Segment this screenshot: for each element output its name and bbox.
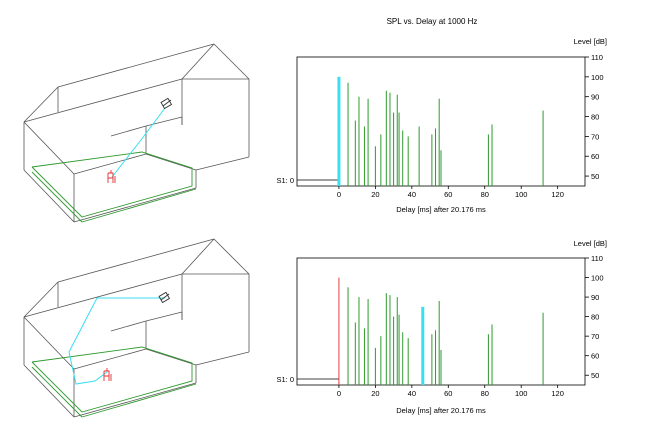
x-axis-label: Delay [ms] after 20.176 ms — [396, 205, 486, 214]
x-tick-label: 120 — [551, 389, 564, 398]
y-axis-label: Level [dB] — [574, 239, 607, 248]
chart-title: SPL vs. Delay at 1000 Hz — [387, 17, 478, 26]
y-tick-label: 50 — [591, 172, 599, 181]
y-tick-label: 60 — [591, 352, 599, 361]
x-axis-label: Delay [ms] after 20.176 ms — [396, 406, 486, 415]
baseline-label: S1: 0 — [276, 176, 294, 185]
spl-delay-chart-2: S1: 0 0 20 40 60 80 100 120 50 60 70 80 90 100 110 Leve… — [276, 239, 607, 415]
x-tick-label: 40 — [408, 389, 416, 398]
y-tick-label: 60 — [591, 152, 599, 161]
x-tick-label: 60 — [444, 389, 452, 398]
y-tick-label: 70 — [591, 332, 599, 341]
highlighted-ray-bar — [421, 306, 425, 385]
y-tick-label: 110 — [591, 254, 603, 263]
highlighted-ray-bar — [337, 76, 341, 186]
ray-path-2 — [68, 297, 165, 385]
ray-path-1 — [111, 107, 166, 178]
listener-icon-1 — [107, 170, 116, 183]
x-tick-label: 20 — [371, 190, 379, 199]
y-tick-label: 90 — [591, 93, 599, 102]
source-icon-1 — [160, 97, 173, 110]
x-tick-label: 100 — [515, 190, 528, 199]
y-tick-label: 100 — [591, 73, 604, 82]
x-tick-label: 60 — [444, 190, 452, 199]
x-tick-label: 80 — [481, 190, 489, 199]
x-tick-label: 40 — [408, 190, 416, 199]
y-tick-label: 100 — [591, 274, 604, 283]
room-floor-1 — [31, 151, 197, 223]
x-tick-label: 20 — [371, 389, 379, 398]
x-tick-label: 0 — [337, 190, 341, 199]
room-model-2 — [23, 238, 250, 418]
listener-icon-2 — [103, 368, 112, 381]
source-icon-2 — [158, 291, 171, 304]
x-tick-label: 120 — [551, 190, 564, 199]
y-axis-label: Level [dB] — [574, 37, 607, 46]
y-tick-label: 80 — [591, 113, 599, 122]
y-tick-label: 110 — [591, 53, 603, 62]
y-tick-label: 90 — [591, 293, 599, 302]
baseline-label: S1: 0 — [276, 375, 294, 384]
y-tick-label: 80 — [591, 313, 599, 322]
x-tick-label: 80 — [481, 389, 489, 398]
room-model-1 — [23, 43, 250, 223]
x-tick-label: 100 — [515, 389, 528, 398]
y-tick-label: 50 — [591, 371, 599, 380]
spl-delay-chart-1: S1: 0 0 20 40 60 80 100 120 50 60 70 80 90 100 110 Leve… — [276, 37, 607, 214]
room-floor-2 — [31, 346, 197, 418]
y-tick-label: 70 — [591, 132, 599, 141]
x-tick-label: 0 — [337, 389, 341, 398]
